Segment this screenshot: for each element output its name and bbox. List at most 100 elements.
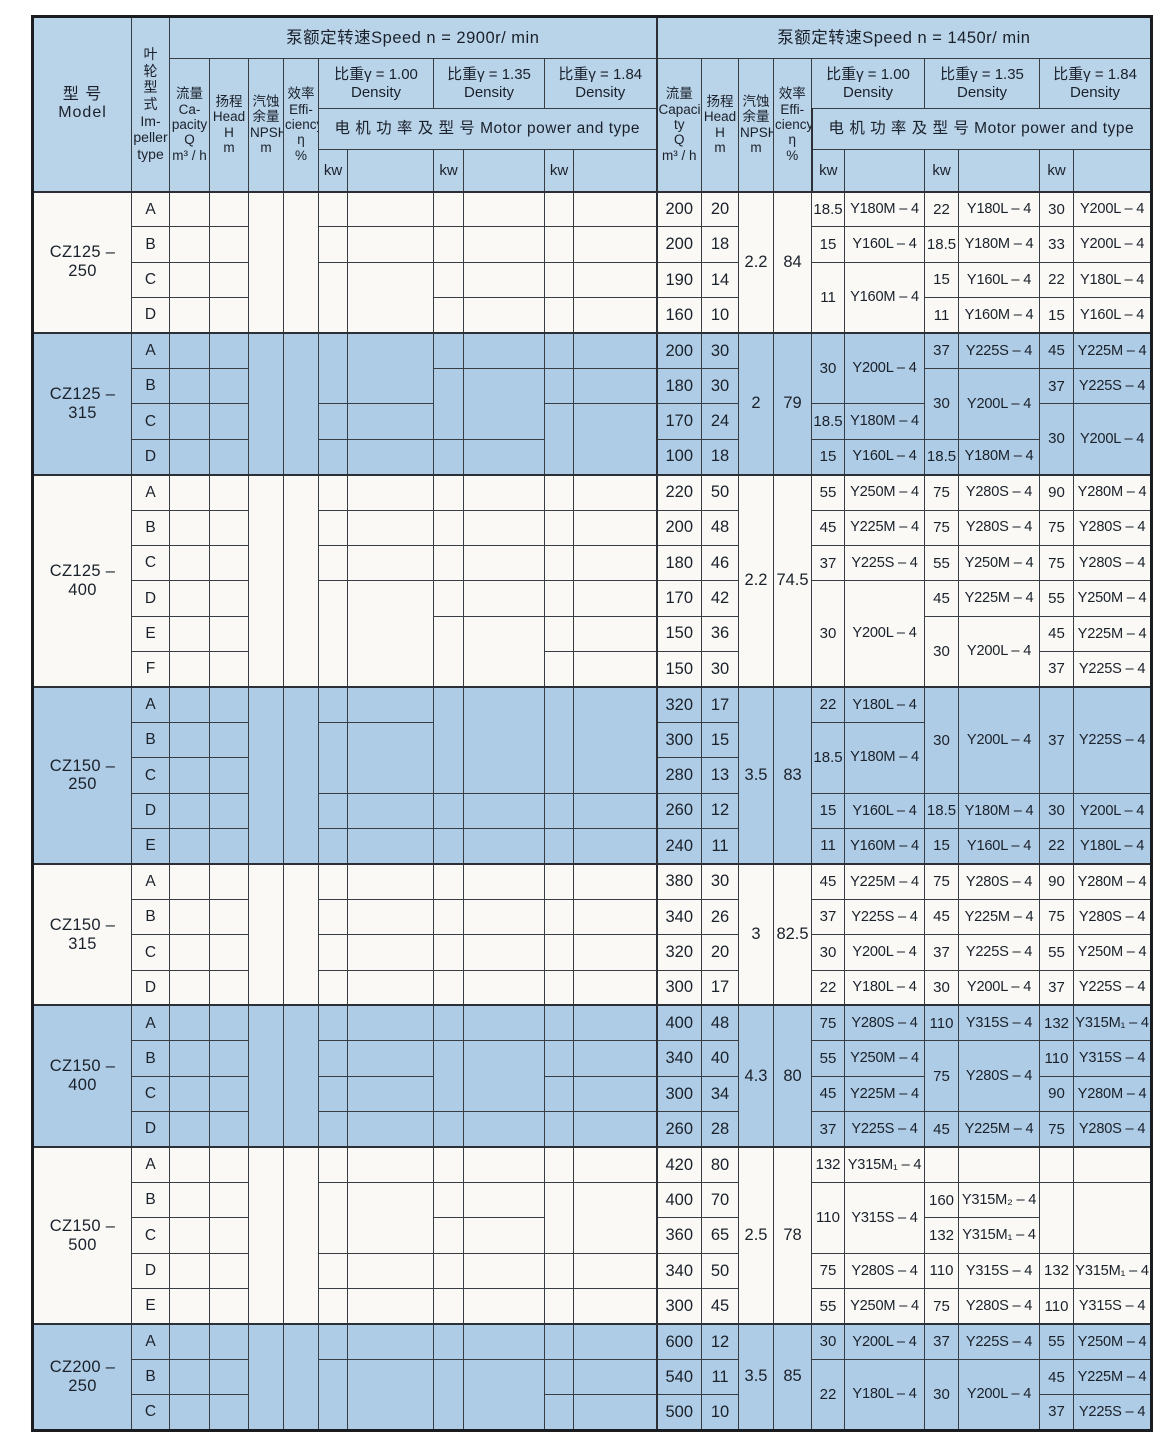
capacity-cell-1450: 260 xyxy=(655,1111,703,1148)
type-cell-1450: Y200L – 4 xyxy=(844,1322,926,1360)
capacity-cell-2900 xyxy=(169,1358,210,1396)
density-135-header-1450: 比重γ = 1.35 Density xyxy=(924,58,1041,109)
head-cell-1450: 42 xyxy=(701,580,740,617)
table-row: C 190 14 11 Y160M – 4 15 Y160L – 4 22 Y180L – 4 xyxy=(33,261,1153,334)
type-cell-1450: Y200L – 4 xyxy=(958,969,1041,1006)
head-cell-1450: 28 xyxy=(701,1111,740,1148)
npsh-header-2900: 汽蚀 余量 NPSH m xyxy=(248,58,284,192)
impeller-cell: E xyxy=(131,828,170,865)
type-cell-2900 xyxy=(572,226,658,263)
table-row: C 320 20 30 Y200L – 4 37 Y225S – 4 55 Y250M – 4 xyxy=(33,934,1153,971)
kw-cell-1450: 45 xyxy=(811,1075,846,1113)
type-cell-2900 xyxy=(463,544,545,582)
kw-cell-1450: 30 xyxy=(811,580,846,688)
kw-cell-2900 xyxy=(433,297,464,334)
type-cell-1450: Y280S – 4 xyxy=(958,473,1041,511)
kw-cell-1450: 22 xyxy=(811,685,846,723)
type-cell-1450: Y280S – 4 xyxy=(958,1288,1041,1325)
kw-cell-1450: 15 xyxy=(811,438,846,476)
kw-cell-1450: 110 xyxy=(1039,1288,1075,1325)
type-cell-2900 xyxy=(463,261,545,299)
head-cell-2900 xyxy=(209,190,249,228)
kw-cell-2900 xyxy=(544,1322,574,1360)
kw-cell-2900 xyxy=(433,544,464,582)
capacity-cell-1450: 150 xyxy=(655,651,703,688)
type-cell-1450: Y250M – 4 xyxy=(1073,934,1153,971)
kw-cell-2900 xyxy=(318,1075,348,1113)
head-cell-1450: 15 xyxy=(701,721,740,759)
capacity-cell-2900 xyxy=(169,651,210,688)
kw-cell-1450: 37 xyxy=(811,898,846,936)
kw-cell-1450: 45 xyxy=(924,580,960,617)
head-cell-1450: 50 xyxy=(701,473,740,511)
kw-cell-2900 xyxy=(318,685,348,723)
type-cell-2900 xyxy=(572,261,658,299)
type-cell-2900 xyxy=(572,651,658,688)
kw-cell-2900 xyxy=(433,1288,464,1325)
type-cell-2900 xyxy=(572,969,658,1006)
kw-cell-1450: 75 xyxy=(924,862,960,900)
head-cell-1450: 45 xyxy=(701,1288,740,1325)
impeller-cell: D xyxy=(131,580,170,617)
kw-cell-2900 xyxy=(318,1004,348,1042)
kw-cell-1450: 15 xyxy=(924,261,960,299)
head-cell-1450: 20 xyxy=(701,190,740,228)
kw-cell-2900 xyxy=(433,332,464,369)
type-cell-1450: Y225S – 4 xyxy=(1073,1394,1153,1431)
type-header xyxy=(347,149,434,192)
kw-cell-1450: 37 xyxy=(1039,685,1075,794)
capacity-cell-1450: 300 xyxy=(655,969,703,1006)
kw-cell-2900 xyxy=(318,403,348,440)
head-cell-2900 xyxy=(209,473,249,511)
head-cell-2900 xyxy=(209,1358,249,1396)
kw-cell-1450: 30 xyxy=(924,1358,960,1431)
type-cell-1450: Y225M – 4 xyxy=(844,509,926,546)
head-cell-1450: 40 xyxy=(701,1040,740,1077)
type-cell-2900 xyxy=(347,1322,434,1360)
head-cell-1450: 48 xyxy=(701,509,740,546)
impeller-cell: C xyxy=(131,1394,170,1431)
kw-cell-2900 xyxy=(433,685,464,794)
type-cell-2900 xyxy=(463,332,545,369)
speed-2900-header: 泵额定转速Speed n = 2900r/ min xyxy=(168,16,658,59)
kw-cell-2900 xyxy=(433,934,464,971)
capacity-cell-2900 xyxy=(169,403,210,440)
efficiency-header-1450: 效率 Effi- ciency η % xyxy=(773,58,813,192)
head-cell-2900 xyxy=(209,544,249,582)
type-cell-2900 xyxy=(572,1394,658,1431)
table-row: E 240 11 11 Y160M – 4 15 Y160L – 4 22 Y180L – 4 xyxy=(33,828,1153,865)
type-cell-1450: Y225S – 4 xyxy=(1073,367,1153,405)
table-row: CZ150 – 250 A 320 17 3.5 83 22 Y180L – 4 30 Y200L… xyxy=(32,685,1153,865)
kw-cell-2900 xyxy=(544,1394,574,1431)
eff-cell-2900 xyxy=(283,332,319,476)
speed-1450-header: 泵额定转速Speed n = 1450r/ min xyxy=(655,16,1153,59)
kw-cell-2900 xyxy=(544,473,574,511)
table-row: C 360 65 132 Y315M₁ – 4 xyxy=(33,1217,1152,1254)
type-cell-1450: Y250M – 4 xyxy=(844,1288,926,1325)
table-row: D 160 10 11 Y160M – 4 15 Y160L – 4 xyxy=(33,297,1153,334)
kw-cell-2900 xyxy=(433,1111,464,1148)
impeller-cell: D xyxy=(131,438,170,476)
kw-cell-2900 xyxy=(544,1004,574,1042)
capacity-cell-2900 xyxy=(169,615,210,653)
model-cell: CZ125 – 315 xyxy=(32,332,132,476)
npsh-cell-1450: 4.3 xyxy=(738,1004,775,1148)
kw-cell-2900 xyxy=(318,1322,348,1360)
head-cell-2900 xyxy=(209,261,249,299)
kw-cell-2900 xyxy=(544,862,574,900)
type-cell-2900 xyxy=(572,1040,658,1077)
head-cell-2900 xyxy=(209,898,249,936)
capacity-cell-1450: 200 xyxy=(655,332,703,369)
type-cell-2900 xyxy=(347,934,434,971)
type-cell-2900 xyxy=(347,1004,434,1042)
type-cell-1450: Y225M – 4 xyxy=(1073,615,1153,653)
type-cell-1450: Y160L – 4 xyxy=(844,226,926,263)
type-cell-1450: Y225M – 4 xyxy=(1073,332,1153,369)
capacity-cell-1450: 340 xyxy=(655,1252,703,1290)
type-cell-2900 xyxy=(572,1146,658,1183)
density-135-header-2900: 比重γ = 1.35 Density xyxy=(433,58,545,109)
table-row: D 260 12 15 Y160L – 4 18.5 Y180M – 4 30 Y200L – … xyxy=(33,792,1153,830)
table-row: D 300 17 22 Y180L – 4 30 Y200L – 4 37 Y225S – 4 xyxy=(33,969,1153,1006)
eff-cell-2900 xyxy=(283,473,319,688)
type-cell-1450: Y200L – 4 xyxy=(958,367,1041,440)
